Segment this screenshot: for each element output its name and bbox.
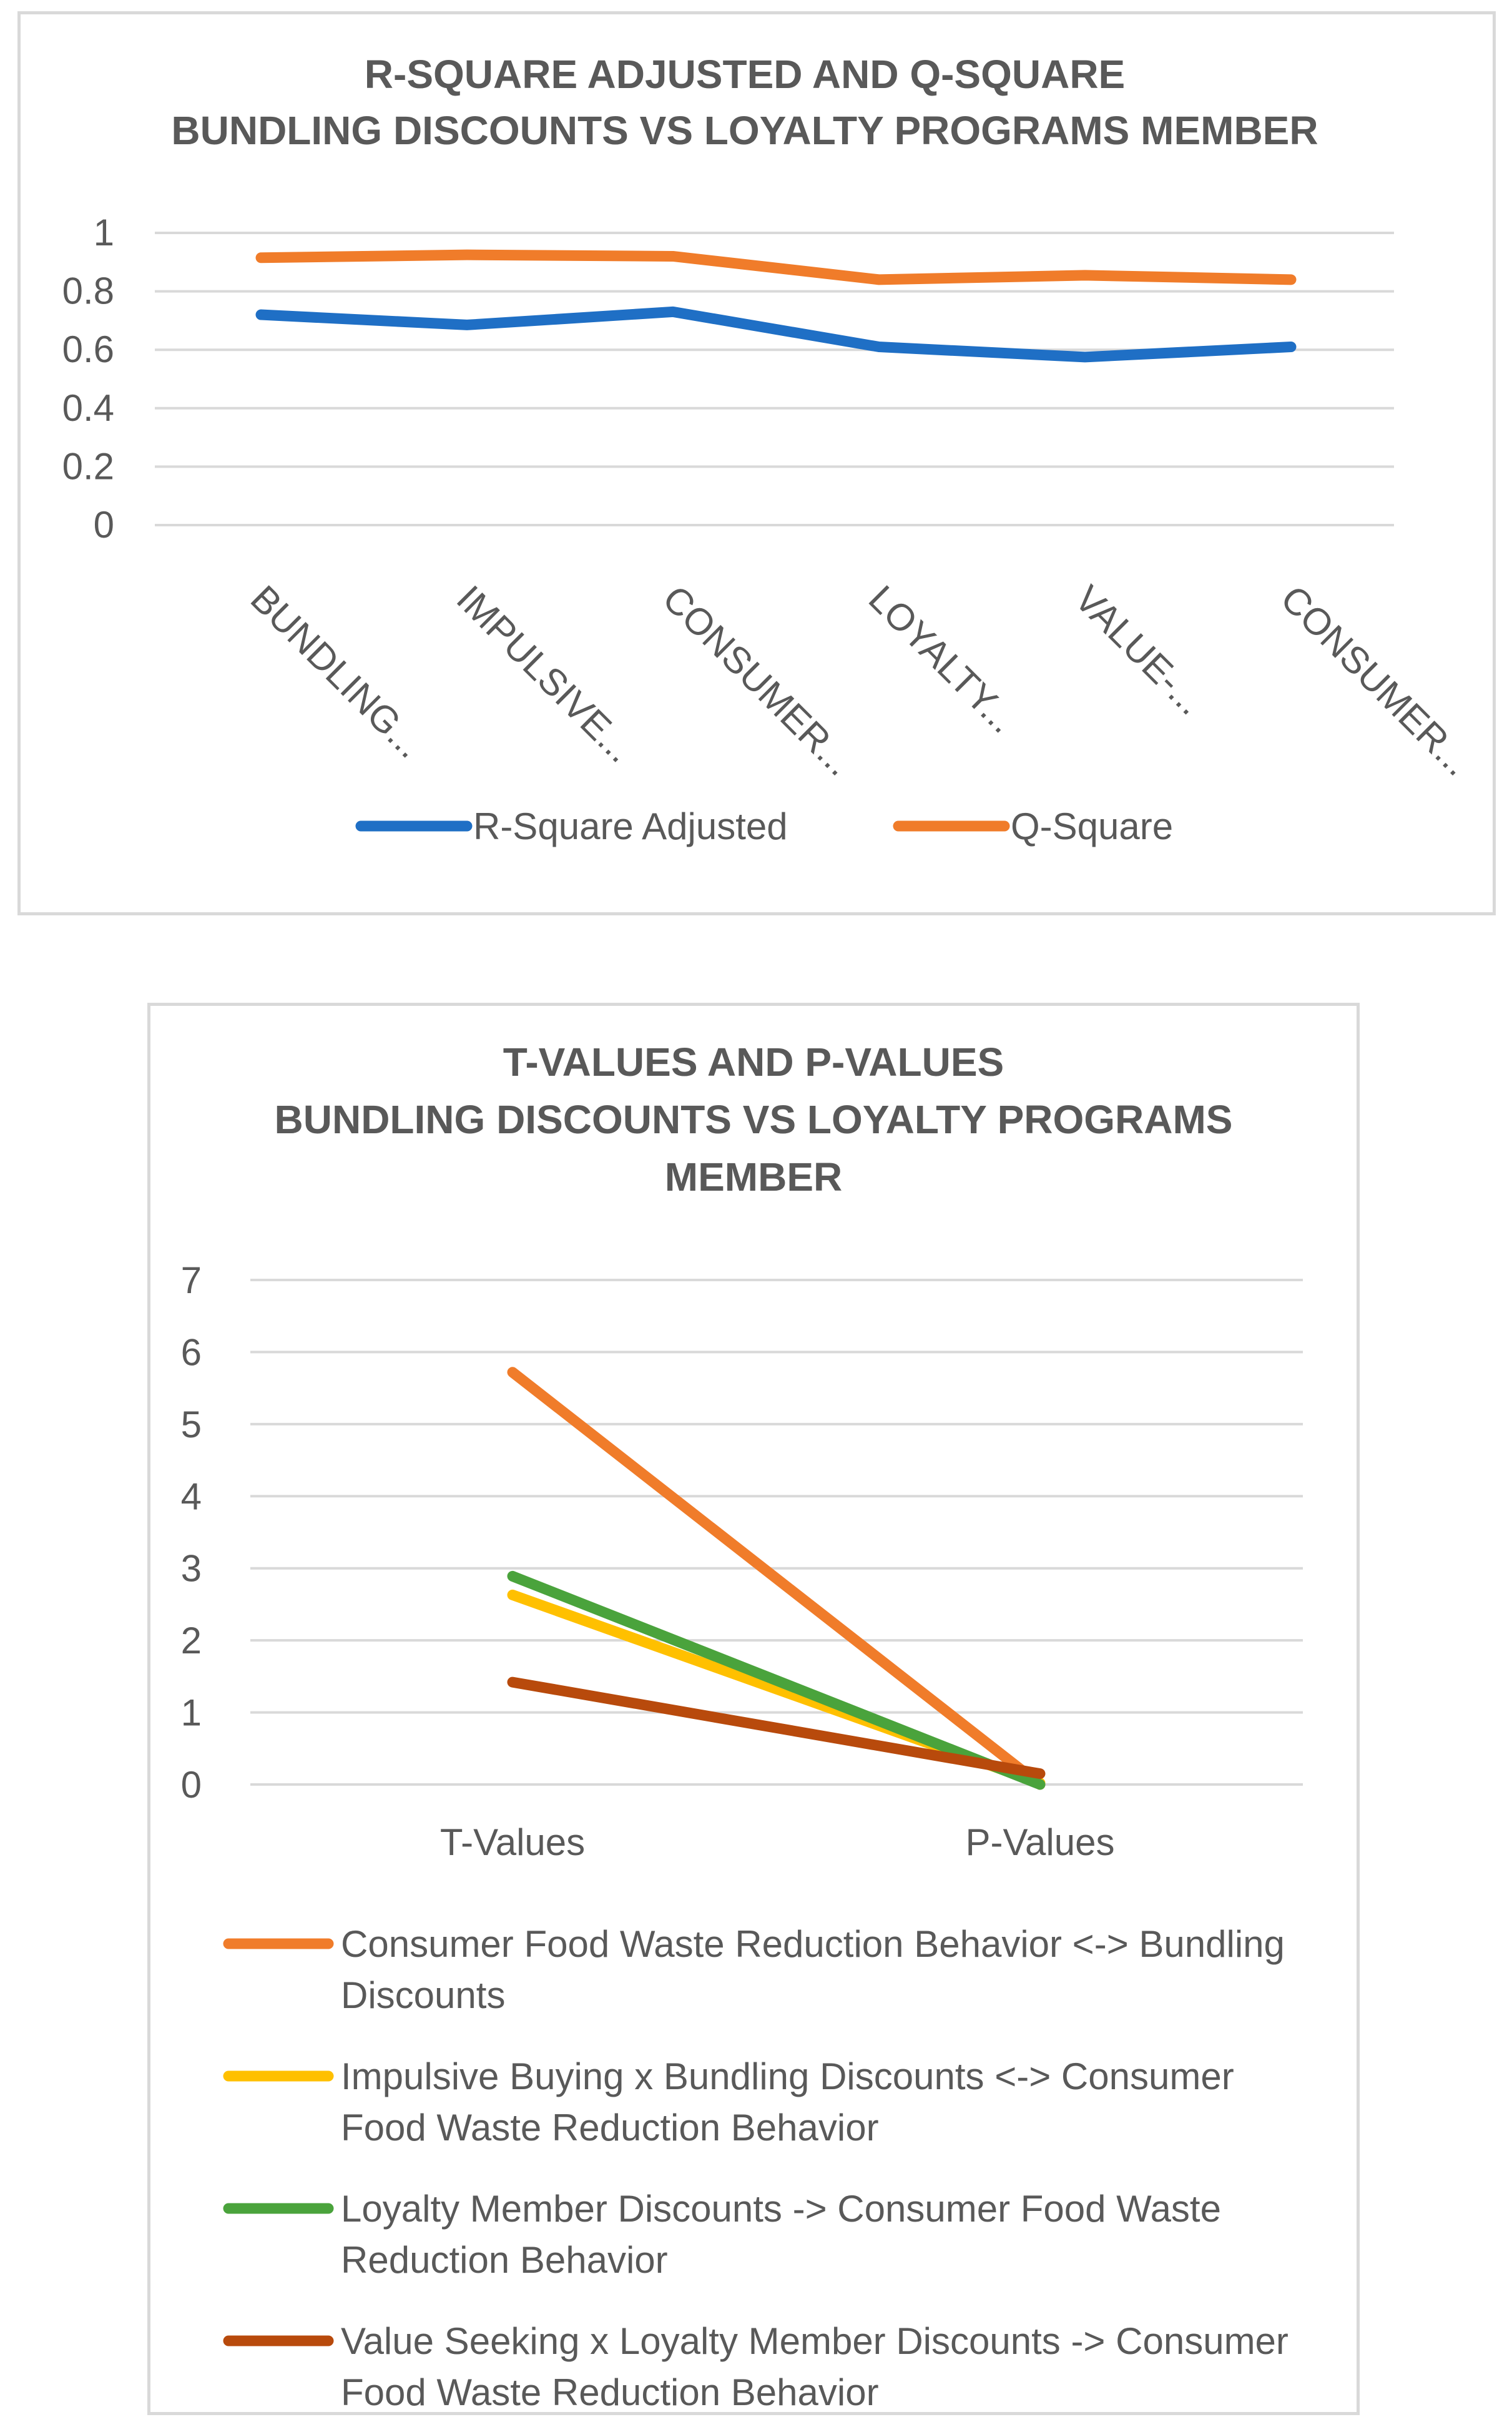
series-line xyxy=(507,1676,1046,1780)
y-tick-label: 0 xyxy=(181,1764,202,1806)
y-tick-label: 2 xyxy=(181,1620,202,1661)
legend-label: Discounts xyxy=(341,1974,505,2016)
x-tick-label: CONSUMER... xyxy=(1273,578,1479,784)
x-tick-label: IMPULSIVE... xyxy=(449,578,642,770)
y-tick-label: 0.4 xyxy=(62,387,114,429)
chart-title-line: MEMBER xyxy=(665,1154,842,1199)
y-tick-label: 5 xyxy=(181,1404,202,1445)
chart-title-line: BUNDLING DISCOUNTS VS LOYALTY PROGRAMS M… xyxy=(171,108,1318,153)
legend-label: Food Waste Reduction Behavior xyxy=(341,2107,879,2149)
y-tick-label: 0.8 xyxy=(62,270,114,312)
t-values-chart-svg: T-VALUES AND P-VALUES BUNDLING DISCOUNTS … xyxy=(181,1040,1303,2412)
x-tick-label: CONSUMER... xyxy=(655,578,861,784)
series-line xyxy=(255,306,1297,363)
y-tick-label: 0.6 xyxy=(62,328,114,370)
y-tick-label: 6 xyxy=(181,1331,202,1373)
y-tick-label: 4 xyxy=(181,1475,202,1517)
legend-label: R-Square Adjusted xyxy=(473,805,788,847)
chart-title-line: T-VALUES AND P-VALUES xyxy=(503,1040,1004,1085)
x-tick-label: P-Values xyxy=(965,1821,1114,1863)
series-line xyxy=(255,249,1297,285)
legend-label: Consumer Food Waste Reduction Behavior <… xyxy=(341,1923,1285,1965)
y-tick-label: 1 xyxy=(181,1692,202,1734)
x-tick-label: BUNDLING... xyxy=(243,578,431,766)
legend-label: Q-Square xyxy=(1011,805,1173,847)
legend-label: Value Seeking x Loyalty Member Discounts… xyxy=(341,2320,1289,2362)
x-tick-label: LOYALTY... xyxy=(861,578,1024,741)
chart-title-line: BUNDLING DISCOUNTS VS LOYALTY PROGRAMS xyxy=(275,1097,1233,1142)
x-tick-label: T-Values xyxy=(440,1821,585,1863)
y-tick-label: 1 xyxy=(94,212,114,254)
y-tick-label: 7 xyxy=(181,1259,202,1301)
y-tick-label: 0 xyxy=(94,504,114,546)
y-tick-label: 0.2 xyxy=(62,445,114,487)
series-line xyxy=(507,1367,1046,1790)
t-values-chart: T-VALUES AND P-VALUES BUNDLING DISCOUNTS … xyxy=(147,1003,1360,2415)
x-tick-label: VALUE-... xyxy=(1067,578,1212,723)
y-tick-label: 3 xyxy=(181,1548,202,1590)
legend-label: Reduction Behavior xyxy=(341,2239,668,2281)
legend-label: Loyalty Member Discounts -> Consumer Foo… xyxy=(341,2188,1221,2230)
r-square-chart: R-SQUARE ADJUSTED AND Q-SQUARE BUNDLING D… xyxy=(17,11,1496,915)
legend-label: Food Waste Reduction Behavior xyxy=(341,2371,879,2412)
series-line xyxy=(507,1570,1046,1790)
chart-title-line: R-SQUARE ADJUSTED AND Q-SQUARE xyxy=(365,52,1125,97)
r-square-chart-svg: R-SQUARE ADJUSTED AND Q-SQUARE BUNDLING D… xyxy=(62,52,1479,847)
legend-label: Impulsive Buying x Bundling Discounts <-… xyxy=(341,2055,1234,2097)
